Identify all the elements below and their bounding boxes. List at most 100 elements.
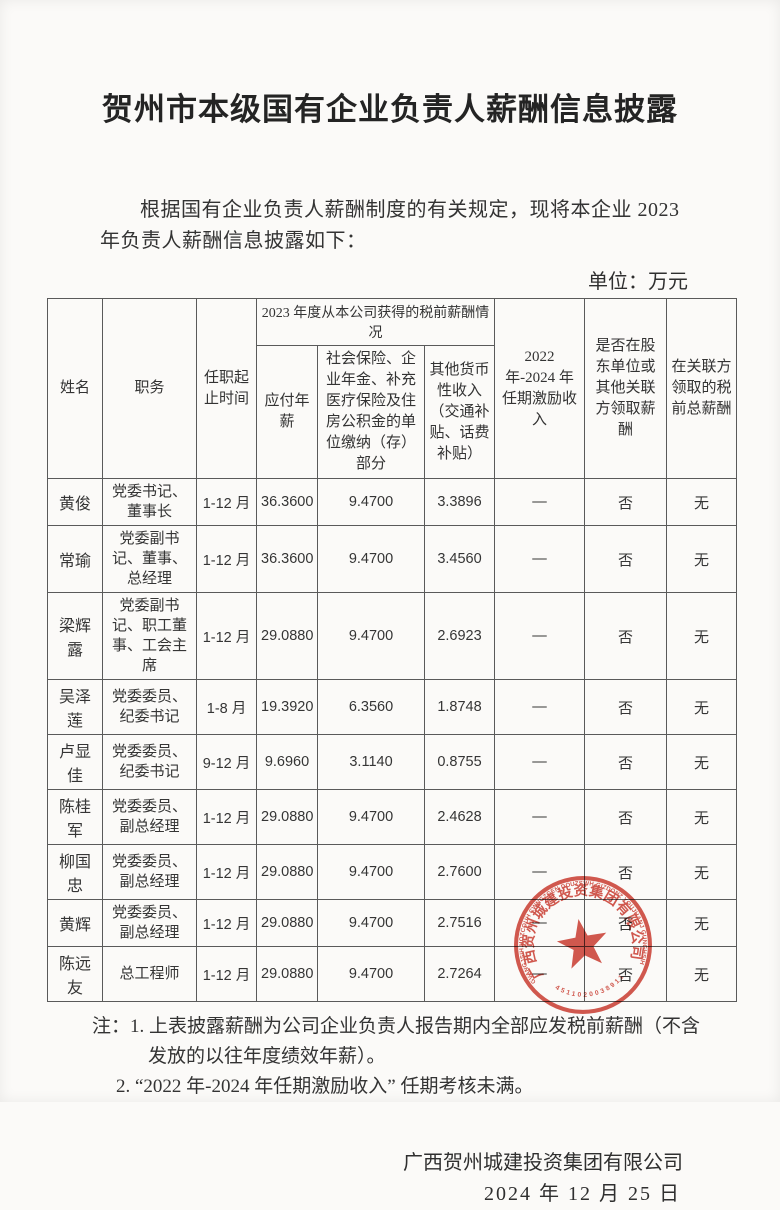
- header-incentive: 2022 年-2024 年任期激励收入: [494, 298, 585, 479]
- cell-incentive: —: [494, 789, 585, 845]
- cell-other-income: 2.7264: [424, 946, 495, 1002]
- cell-other-income: 2.6923: [424, 592, 495, 680]
- cell-annual-salary: 19.3920: [256, 679, 318, 735]
- header-related-party: 是否在股东单位或其他关联方领取薪酬: [584, 298, 667, 479]
- cell-name: 陈桂军: [47, 789, 103, 845]
- cell-annual-salary: 29.0880: [256, 844, 318, 900]
- note-2: 2. “2022 年-2024 年任期激励收入” 任期考核未满。: [116, 1076, 534, 1097]
- cell-name: 常瑜: [47, 525, 103, 593]
- salary-table: 姓名 职务 任职起止时间 2023 年度从本公司获得的税前薪酬情况 2022 年…: [47, 298, 737, 1002]
- scanned-document-page: { "page": { "title": "贺州市本级国有企业负责人薪酬信息披露…: [47, 92, 737, 1205]
- cell-name: 梁辉露: [47, 592, 103, 680]
- date-line: 2024 年 12 月 25 日: [484, 1183, 681, 1205]
- cell-term: 1-8 月: [196, 679, 257, 735]
- table-row: 梁辉露 党委副书记、职工董事、工会主席 1-12 月 29.0880 9.470…: [47, 592, 737, 680]
- cell-position: 总工程师: [102, 946, 197, 1002]
- cell-related-salary: 无: [666, 844, 737, 900]
- cell-incentive: —: [494, 478, 585, 526]
- cell-annual-salary: 29.0880: [256, 789, 318, 845]
- cell-other-income: 3.4560: [424, 525, 495, 593]
- cell-position: 党委副书记、董事、总经理: [102, 525, 197, 593]
- intro-paragraph: 根据国有企业负责人薪酬制度的有关规定，现将本企业 2023 年负责人薪酬信息披露…: [100, 199, 680, 252]
- cell-name: 黄俊: [47, 478, 103, 526]
- header-term: 任职起止时间: [196, 298, 257, 479]
- cell-insurance: 9.4700: [317, 525, 425, 593]
- cell-other-income: 3.3896: [424, 478, 495, 526]
- cell-term: 1-12 月: [196, 592, 257, 680]
- cell-related-party: 否: [584, 679, 667, 735]
- header-name: 姓名: [47, 298, 103, 479]
- cell-position: 党委委员、副总经理: [102, 789, 197, 845]
- signature-block: 广西贺州城建投资集团有限公司 2024 年 12 月 25 日: [0, 1148, 683, 1210]
- cell-insurance: 9.4700: [317, 478, 425, 526]
- cell-other-income: 2.7516: [424, 899, 495, 947]
- cell-name: 陈远友: [47, 946, 103, 1002]
- cell-related-party: 否: [584, 734, 667, 790]
- table-row: 常瑜 党委副书记、董事、总经理 1-12 月 36.3600 9.4700 3.…: [47, 525, 737, 593]
- cell-position: 党委委员、副总经理: [102, 844, 197, 900]
- cell-related-salary: 无: [666, 592, 737, 680]
- header-annual-salary: 应付年薪: [256, 345, 318, 479]
- cell-term: 1-12 月: [196, 478, 257, 526]
- cell-related-salary: 无: [666, 478, 737, 526]
- table-row: 吴泽莲 党委委员、纪委书记 1-8 月 19.3920 6.3560 1.874…: [47, 679, 737, 735]
- cell-position: 党委副书记、职工董事、工会主席: [102, 592, 197, 680]
- cell-other-income: 2.7600: [424, 844, 495, 900]
- note-1: 注：1. 上表披露薪酬为公司企业负责人报告期内全部应发税前薪酬（不含发放的以往年…: [92, 1016, 701, 1067]
- header-insurance: 社会保险、企业年金、补充医疗保险及住房公积金的单位缴纳（存）部分: [317, 345, 425, 479]
- cell-related-party: 否: [584, 789, 667, 845]
- cell-related-salary: 无: [666, 734, 737, 790]
- cell-insurance: 9.4700: [317, 592, 425, 680]
- cell-related-salary: 无: [666, 679, 737, 735]
- cell-other-income: 0.8755: [424, 734, 495, 790]
- cell-insurance: 9.4700: [317, 946, 425, 1002]
- cell-annual-salary: 36.3600: [256, 525, 318, 593]
- table-row: 黄辉 党委委员、副总经理 1-12 月 29.0880 9.4700 2.751…: [47, 899, 737, 947]
- unit-label: 单位：万元: [588, 271, 688, 293]
- header-position: 职务: [102, 298, 197, 479]
- cell-name: 吴泽莲: [47, 679, 103, 735]
- cell-position: 党委委员、纪委书记: [102, 734, 197, 790]
- cell-related-salary: 无: [666, 525, 737, 593]
- cell-annual-salary: 29.0880: [256, 946, 318, 1002]
- table-row: 陈远友 总工程师 1-12 月 29.0880 9.4700 2.7264 — …: [47, 946, 737, 1002]
- cell-position: 党委书记、董事长: [102, 478, 197, 526]
- cell-related-salary: 无: [666, 899, 737, 947]
- company-seal-stamp: 广西贺州城建投资集团有限公司 GVANGJSIH HOZCOUH CWNGZGE…: [508, 870, 652, 1014]
- cell-term: 1-12 月: [196, 789, 257, 845]
- seal-star-icon: [556, 919, 607, 969]
- cell-annual-salary: 9.6960: [256, 734, 318, 790]
- cell-insurance: 3.1140: [317, 734, 425, 790]
- cell-insurance: 9.4700: [317, 789, 425, 845]
- cell-term: 1-12 月: [196, 525, 257, 593]
- table-row: 卢显佳 党委委员、纪委书记 9-12 月 9.6960 3.1140 0.875…: [47, 734, 737, 790]
- cell-position: 党委委员、副总经理: [102, 899, 197, 947]
- cell-term: 9-12 月: [196, 734, 257, 790]
- cell-other-income: 2.4628: [424, 789, 495, 845]
- cell-insurance: 9.4700: [317, 899, 425, 947]
- salary-table-body: 黄俊 党委书记、董事长 1-12 月 36.3600 9.4700 3.3896…: [47, 478, 737, 1002]
- cell-other-income: 1.8748: [424, 679, 495, 735]
- company-name: 广西贺州城建投资集团有限公司: [403, 1152, 683, 1174]
- cell-term: 1-12 月: [196, 899, 257, 947]
- table-row: 陈桂军 党委委员、副总经理 1-12 月 29.0880 9.4700 2.46…: [47, 789, 737, 845]
- cell-related-salary: 无: [666, 946, 737, 1002]
- cell-insurance: 6.3560: [317, 679, 425, 735]
- table-row: 柳国忠 党委委员、副总经理 1-12 月 29.0880 9.4700 2.76…: [47, 844, 737, 900]
- cell-annual-salary: 29.0880: [256, 899, 318, 947]
- table-row: 黄俊 党委书记、董事长 1-12 月 36.3600 9.4700 3.3896…: [47, 478, 737, 526]
- cell-annual-salary: 29.0880: [256, 592, 318, 680]
- cell-related-salary: 无: [666, 789, 737, 845]
- cell-name: 卢显佳: [47, 734, 103, 790]
- cell-insurance: 9.4700: [317, 844, 425, 900]
- svg-text:4511020038911: 4511020038911: [553, 972, 628, 1004]
- cell-annual-salary: 36.3600: [256, 478, 318, 526]
- cell-name: 黄辉: [47, 899, 103, 947]
- cell-related-party: 否: [584, 478, 667, 526]
- header-other-income: 其他货币性收入（交通补贴、话费补贴）: [424, 345, 495, 479]
- cell-incentive: —: [494, 592, 585, 680]
- cell-incentive: —: [494, 734, 585, 790]
- header-related-salary: 在关联方领取的税前总薪酬: [666, 298, 737, 479]
- cell-term: 1-12 月: [196, 844, 257, 900]
- cell-related-party: 否: [584, 525, 667, 593]
